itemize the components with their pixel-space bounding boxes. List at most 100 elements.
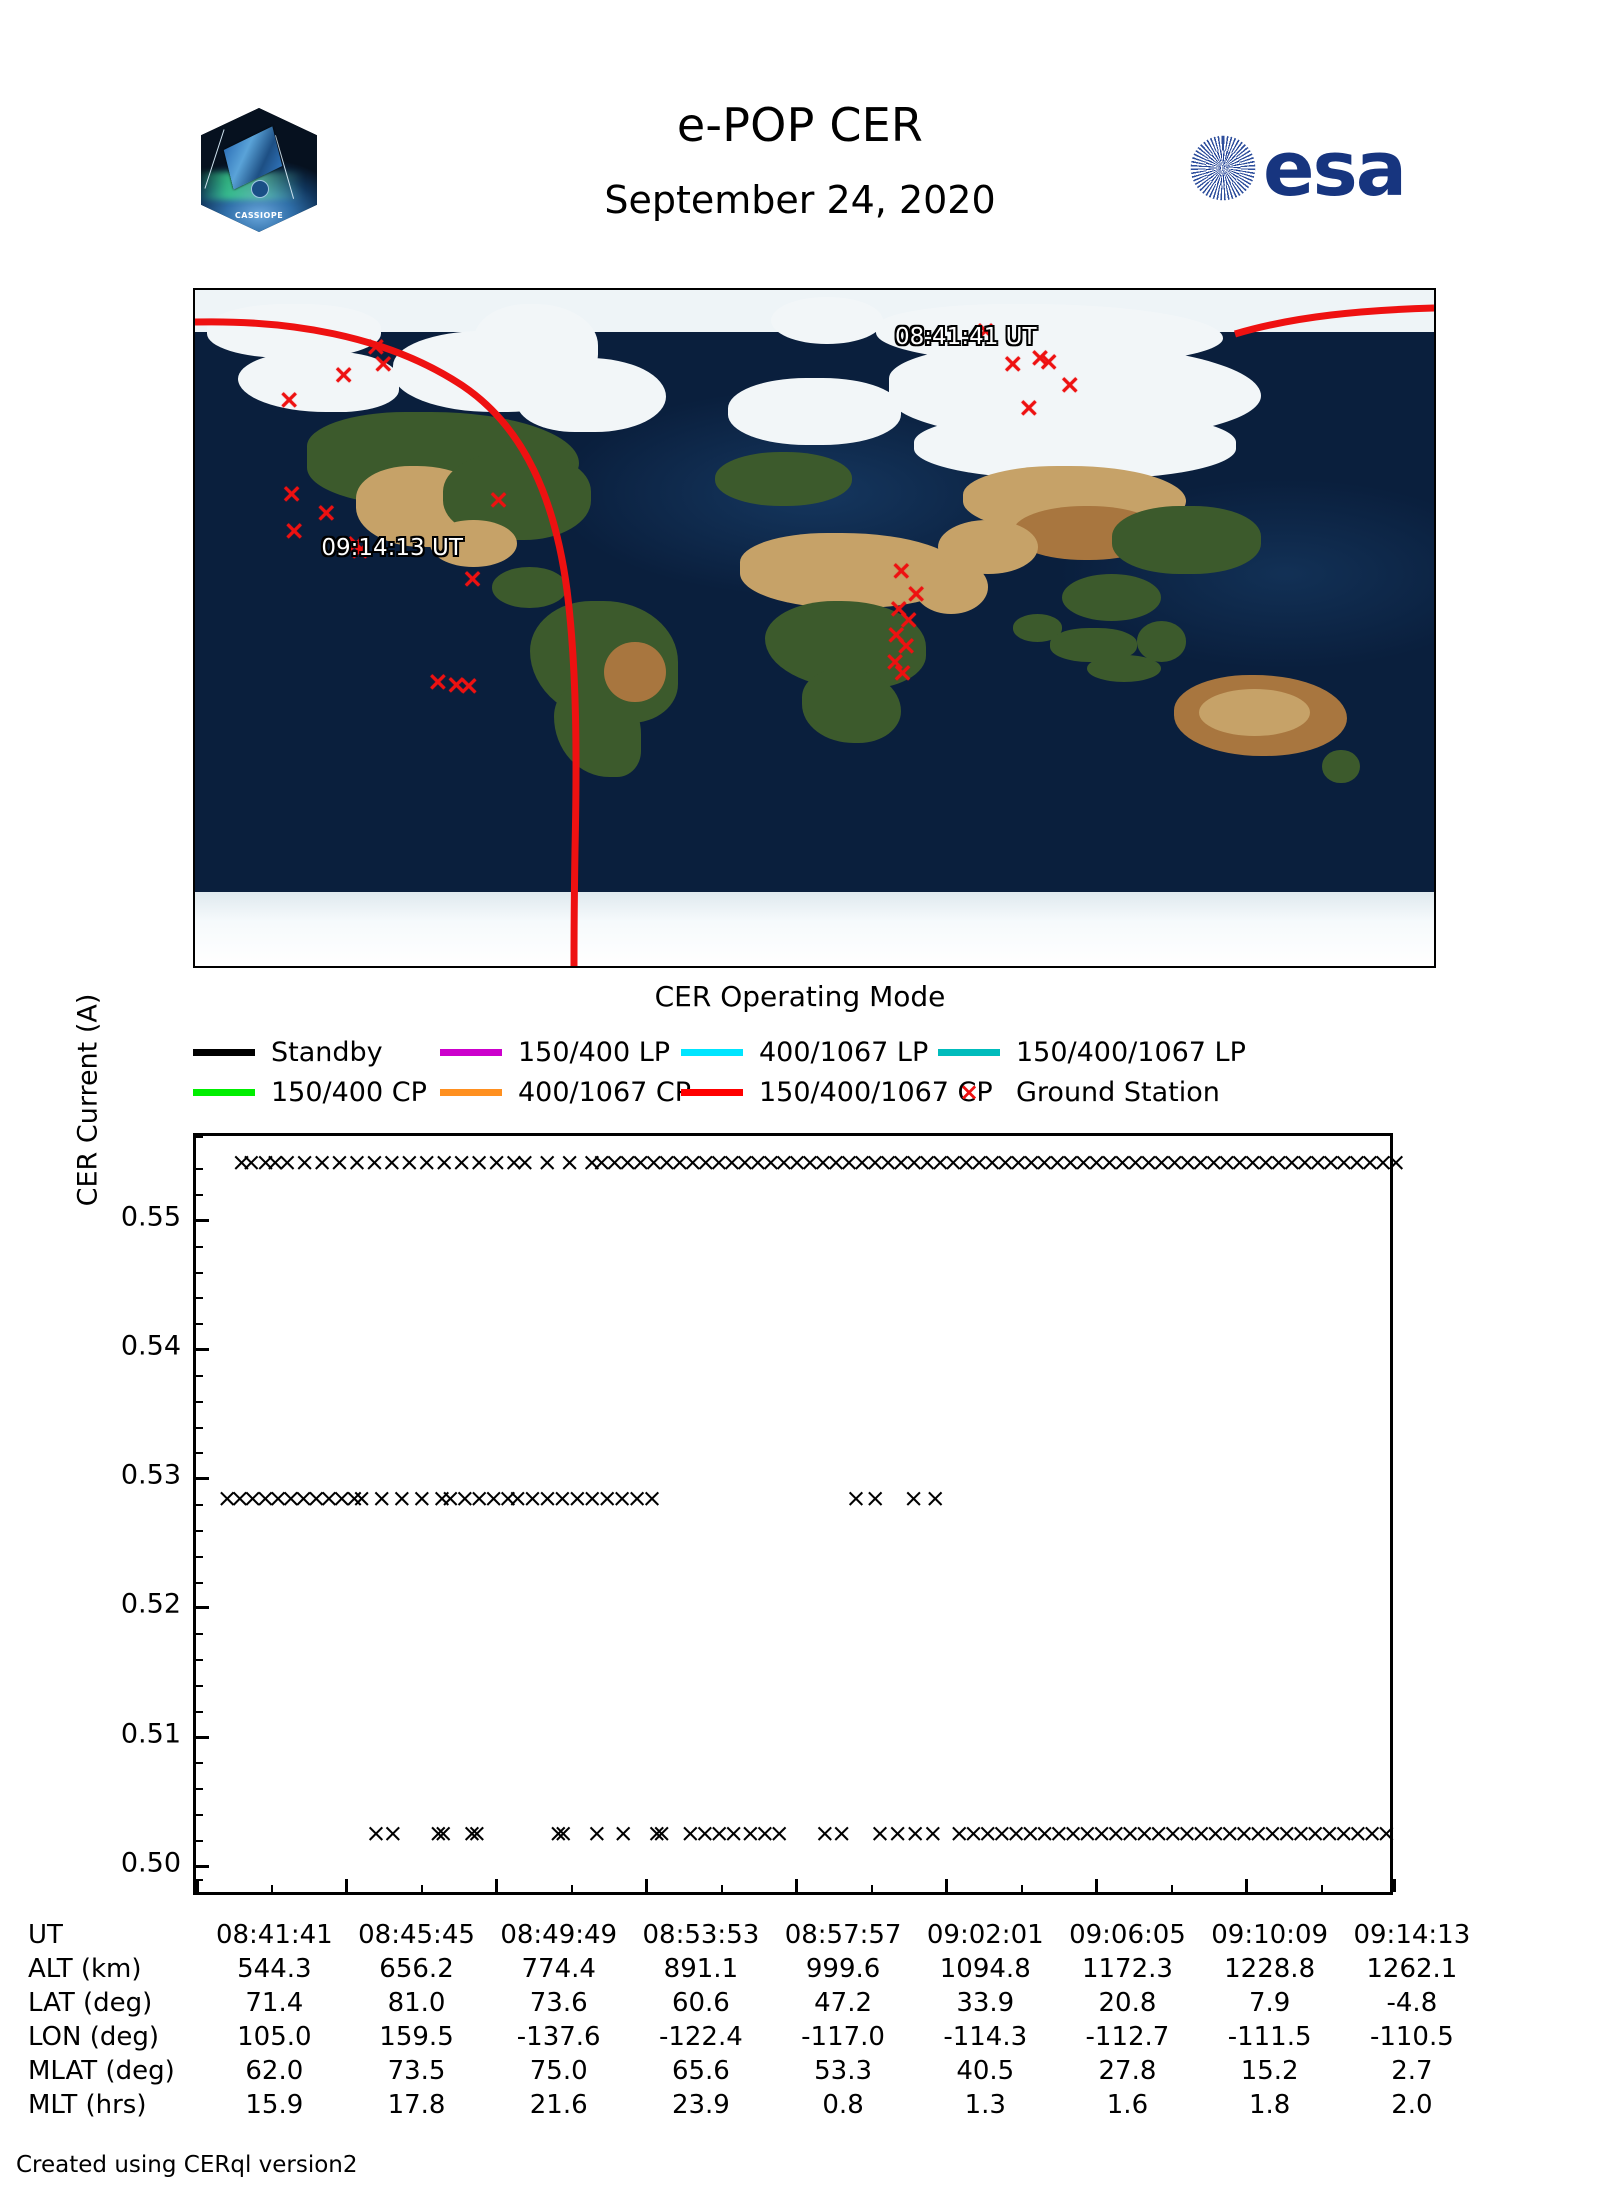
y-axis-minor-tick (196, 1581, 203, 1584)
table-cell: 105.0 (237, 2022, 312, 2052)
data-point-marker: × (773, 1147, 795, 1177)
data-point-marker: × (1072, 1147, 1094, 1177)
data-point-marker: × (551, 1483, 573, 1513)
legend-item-150-400-cp[interactable]: 150/400 CP (193, 1072, 427, 1112)
legend-item-400-1067-cp[interactable]: 400/1067 CP (440, 1072, 691, 1112)
data-point-marker: × (293, 1483, 314, 1513)
legend-item-150-400-1067-cp[interactable]: 150/400/1067 CP (681, 1072, 993, 1112)
legend-label: 150/400 LP (518, 1036, 671, 1068)
ground-station-marker: × (372, 349, 395, 380)
data-point-marker: × (612, 1818, 634, 1848)
data-point-marker: × (596, 1483, 618, 1513)
ground-station-marker: × (1037, 346, 1060, 377)
y-axis-minor-tick (196, 1323, 203, 1326)
ground-station-marker: × (1029, 342, 1051, 373)
table-row: LAT (deg) 71.4 81.0 73.6 60.6 47.2 33.9 20.8 7.9… (28, 1986, 1483, 2020)
data-point-marker: × (1261, 1818, 1283, 1848)
data-point-marker: × (1085, 1147, 1107, 1177)
data-point-marker: × (433, 1147, 455, 1177)
table-cell: 891.1 (663, 1954, 739, 1984)
table-cell: 08:45:45 (358, 1920, 475, 1950)
ground-station-marker: × (1017, 393, 1040, 424)
data-point-marker: × (591, 1147, 613, 1177)
footer-text: Created using CERql version2 (16, 2152, 358, 2178)
data-point-marker: × (343, 1483, 365, 1513)
table-cell: 08:53:53 (642, 1920, 760, 1950)
legend-item-400-1067-lp[interactable]: 400/1067 LP (681, 1032, 928, 1072)
x-axis-minor-tick (1021, 1885, 1023, 1892)
ground-station-marker: × (885, 619, 908, 650)
y-axis-tick (196, 1218, 209, 1222)
data-point-marker: × (1361, 1818, 1383, 1848)
data-point-marker: × (365, 1818, 387, 1848)
y-axis-tick-label: 0.52 (120, 1588, 181, 1620)
ephemeris-table-body: UT 08:41:41 08:45:45 08:49:49 08:53:53 08:57:… (28, 1918, 1483, 2122)
data-point-marker: × (1229, 1147, 1251, 1177)
data-point-marker: × (869, 1818, 891, 1848)
ground-station-marker: × (905, 579, 927, 610)
data-point-marker: × (1125, 1147, 1147, 1177)
table-cell: 27.8 (1098, 2056, 1157, 2086)
table-cell: 09:14:13 (1353, 1920, 1471, 1950)
data-point-marker: × (887, 1818, 909, 1848)
legend-item-150-400-lp[interactable]: 150/400 LP (440, 1032, 670, 1072)
data-point-marker: × (466, 1818, 488, 1848)
data-point-marker: × (929, 1147, 951, 1177)
data-point-marker: × (468, 1147, 490, 1177)
legend-item-150-400-1067-lp[interactable]: 150/400/1067 LP (938, 1032, 1246, 1072)
legend-label: 150/400 CP (271, 1076, 427, 1108)
ground-station-marker: × (974, 315, 997, 346)
data-point-marker: × (651, 1818, 673, 1848)
y-axis-minor-tick (196, 1297, 203, 1300)
legend-row: Standby 150/400 LP 400/1067 LP 150/400/1067… (193, 1032, 1493, 1072)
data-point-marker: × (962, 1818, 984, 1848)
page-date: September 24, 2020 (604, 178, 996, 222)
data-point-marker: × (708, 1147, 730, 1177)
map-landmass (938, 519, 1038, 574)
data-point-marker: × (382, 1818, 404, 1848)
table-cell: 81.0 (387, 1988, 446, 2018)
data-point-marker: × (514, 1147, 536, 1177)
data-point-marker: × (679, 1818, 701, 1848)
map-landmass (1322, 749, 1360, 784)
data-point-marker: × (721, 1147, 743, 1177)
legend-item-standby[interactable]: Standby (193, 1032, 383, 1072)
data-point-marker: × (1304, 1818, 1326, 1848)
ground-station-marker: × (891, 657, 914, 688)
data-point-marker: × (1375, 1818, 1397, 1848)
table-row: MLT (hrs) 15.9 17.8 21.6 23.9 0.8 1.3 1.6 1.8 2.0 (28, 2088, 1483, 2122)
table-row: MLAT (deg) 62.0 73.5 75.0 65.6 53.3 40.5 27.8 15… (28, 2054, 1483, 2088)
ground-station-marker: × (280, 479, 303, 510)
table-cell: 1228.8 (1224, 1954, 1316, 1984)
y-axis-minor-tick (196, 1710, 203, 1713)
x-axis-tick (1245, 1879, 1248, 1892)
data-point-marker: × (416, 1147, 438, 1177)
table-cell: 09:02:01 (926, 1920, 1044, 1950)
data-point-marker: × (1333, 1147, 1355, 1177)
data-point-marker: × (586, 1818, 608, 1848)
table-cell: -112.7 (1085, 2022, 1170, 2052)
table-cell: 20.8 (1098, 1988, 1157, 2018)
y-axis-minor-tick (196, 1136, 203, 1138)
x-axis-tick (345, 1879, 348, 1892)
data-point-marker: × (255, 1147, 277, 1177)
data-point-marker: × (1255, 1147, 1277, 1177)
table-row-label: LON (deg) (28, 2022, 160, 2052)
table-cell: 62.0 (245, 2056, 304, 2086)
legend-label: Standby (271, 1036, 383, 1068)
y-axis-tick (196, 1735, 209, 1739)
data-point-marker: × (786, 1147, 808, 1177)
ephemeris-table-grid: UT 08:41:41 08:45:45 08:49:49 08:53:53 08:57:… (28, 1918, 1483, 2122)
ground-station-marker: × (887, 594, 910, 625)
data-point-marker: × (903, 1483, 925, 1513)
data-point-marker: × (454, 1483, 476, 1513)
data-point-marker: × (1059, 1147, 1081, 1177)
y-axis-label: CER Current (A) (72, 993, 104, 1207)
ground-station-marker: × (1001, 349, 1024, 380)
data-point-marker: × (1133, 1818, 1155, 1848)
data-point-marker: × (831, 1818, 853, 1848)
legend-item-ground-station[interactable]: × Ground Station (938, 1072, 1220, 1112)
table-cell: 159.5 (379, 2022, 454, 2052)
x-axis-tick (645, 1879, 648, 1892)
ground-station-marker: × (345, 529, 367, 560)
